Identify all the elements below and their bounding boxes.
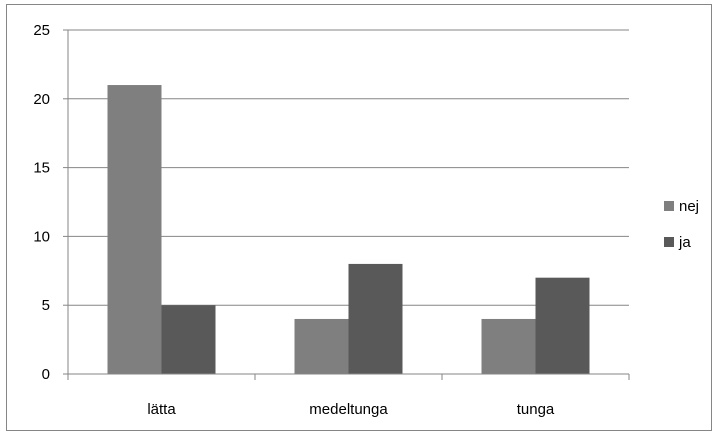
x-tick-labels: lätta medeltunga tunga — [147, 401, 555, 418]
y-tick-labels: 0 5 10 15 20 25 — [33, 22, 50, 383]
y-tick-label: 0 — [42, 366, 50, 383]
bars — [107, 85, 590, 374]
y-tick-label: 10 — [33, 228, 50, 245]
legend-label-ja: ja — [678, 234, 691, 251]
bar-nej-2 — [481, 318, 536, 374]
y-tick-label: 5 — [42, 297, 50, 314]
legend: nej ja — [664, 198, 699, 251]
bar-ja-1 — [348, 263, 403, 374]
legend-swatch-ja — [664, 237, 674, 247]
legend-swatch-nej — [664, 201, 674, 211]
x-tick-label: lätta — [147, 401, 176, 418]
x-tick-label: medeltunga — [309, 401, 388, 418]
bar-ja-2 — [535, 277, 590, 374]
y-tick-label: 25 — [33, 22, 50, 39]
bar-nej-0 — [107, 85, 162, 374]
y-tick-label: 20 — [33, 91, 50, 108]
bar-ja-0 — [161, 305, 216, 374]
y-tick-label: 15 — [33, 160, 50, 177]
legend-label-nej: nej — [679, 198, 699, 215]
x-tick-label: tunga — [517, 401, 555, 418]
bar-nej-1 — [294, 318, 349, 374]
axes — [67, 30, 629, 375]
